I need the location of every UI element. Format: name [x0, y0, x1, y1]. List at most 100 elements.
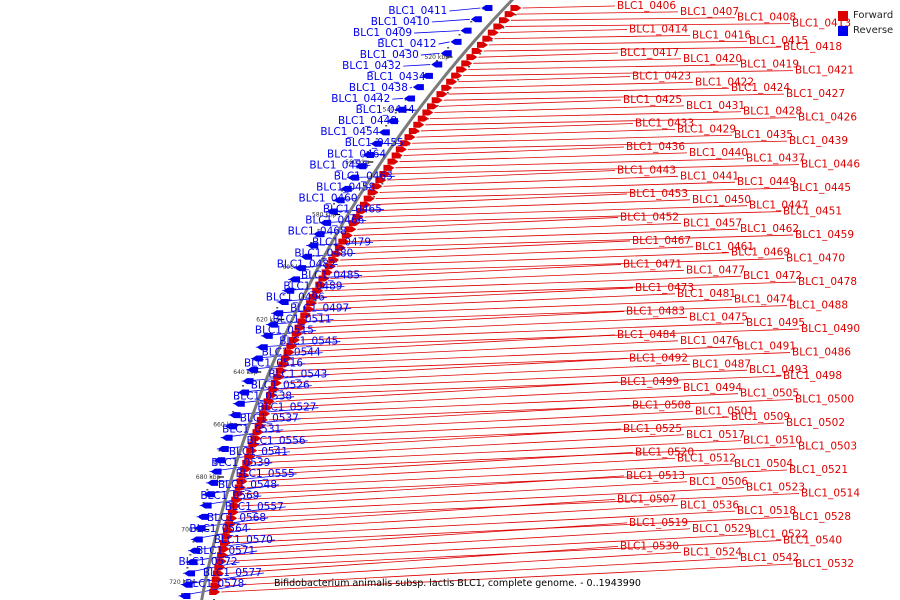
gene-feature	[263, 398, 275, 405]
gene-label-forward: BLC1_0514	[801, 488, 860, 500]
gene-label-reverse: BLC1_0555	[236, 468, 295, 480]
gene-feature	[184, 570, 196, 577]
label-leader	[312, 299, 733, 316]
label-leader	[403, 64, 431, 67]
label-leader	[395, 158, 745, 169]
label-leader	[180, 572, 264, 586]
minor-feature	[181, 593, 184, 595]
gene-label-forward: BLC1_0520	[635, 446, 694, 458]
minor-feature	[468, 66, 471, 68]
gene-feature	[223, 527, 235, 534]
gene-label-forward: BLC1_0417	[620, 47, 679, 59]
label-leader	[416, 128, 676, 138]
gene-feature	[395, 146, 407, 153]
minor-feature	[289, 281, 292, 283]
label-leader	[412, 134, 733, 144]
gene-feature	[251, 355, 263, 362]
gene-label-forward: BLC1_0505	[740, 388, 799, 400]
gene-label-reverse: BLC1_0442	[331, 93, 390, 105]
gene-feature	[186, 559, 198, 566]
minor-feature	[236, 398, 239, 400]
gene-feature	[436, 91, 448, 98]
gene-label-forward: BLC1_0542	[740, 552, 799, 564]
label-leader	[264, 410, 694, 433]
gene-label-reverse: BLC1_0430	[360, 49, 419, 61]
gene-feature	[338, 238, 350, 245]
label-leader	[458, 76, 631, 83]
gene-label-forward: BLC1_0507	[617, 493, 676, 505]
gene-label-forward: BLC1_0407	[680, 6, 739, 18]
gene-label-reverse: BLC1_0465	[323, 203, 382, 215]
minor-feature	[247, 372, 250, 374]
gene-label-reverse: BLC1_0516	[244, 358, 303, 370]
gene-label-forward: BLC1_0441	[680, 170, 739, 182]
label-leader	[241, 374, 330, 382]
gene-feature	[272, 310, 284, 317]
gene-feature	[189, 547, 201, 554]
gene-label-reverse: BLC1_0489	[283, 280, 342, 292]
gene-feature	[266, 321, 278, 328]
minor-feature	[325, 216, 328, 218]
gene-label-reverse: BLC1_0460	[299, 192, 358, 204]
label-leader	[478, 52, 619, 58]
gene-label-forward: BLC1_0414	[629, 23, 688, 35]
gene-feature	[238, 472, 250, 479]
label-leader	[383, 175, 679, 187]
gene-feature	[224, 521, 236, 528]
gene-label-forward: BLC1_0518	[737, 505, 796, 517]
minor-feature	[446, 92, 449, 94]
label-leader	[333, 258, 785, 273]
gene-label-forward: BLC1_0451	[783, 206, 842, 218]
tick-label: 560 kbp	[345, 159, 370, 166]
label-leader	[499, 29, 628, 33]
gene-feature	[333, 197, 345, 204]
gene-label-forward: BLC1_0435	[734, 129, 793, 141]
gene-label-reverse: BLC1_0468	[288, 225, 347, 237]
gene-label-forward: BLC1_0419	[740, 59, 799, 71]
minor-feature	[317, 229, 320, 231]
label-leader	[346, 234, 794, 249]
label-leader	[368, 199, 691, 212]
label-leader	[399, 152, 688, 163]
gene-feature	[471, 48, 483, 55]
label-leader	[216, 440, 308, 450]
gene-label-forward: BLC1_0492	[629, 352, 688, 364]
gene-label-reverse: BLC1_0537	[240, 413, 299, 425]
gene-feature	[391, 152, 403, 159]
gene-label-reverse: BLC1_0456	[309, 159, 368, 171]
gene-label-forward: BLC1_0452	[620, 211, 679, 223]
gene-label-forward: BLC1_0449	[737, 176, 796, 188]
gene-label-reverse: BLC1_0539	[211, 457, 270, 469]
gene-feature	[451, 72, 463, 79]
gene-feature	[238, 389, 250, 396]
gene-label-forward: BLC1_0472	[743, 270, 802, 282]
gene-label-reverse: BLC1_0432	[342, 60, 401, 72]
minor-feature	[389, 170, 392, 172]
label-leader	[285, 358, 628, 378]
minor-feature	[375, 138, 378, 140]
gene-feature	[242, 459, 254, 466]
gene-label-forward: BLC1_0428	[743, 106, 802, 118]
gene-feature	[422, 109, 434, 116]
gene-label-forward: BLC1_0509	[731, 411, 790, 423]
forward-swatch	[838, 10, 848, 21]
label-leader	[510, 17, 736, 21]
gene-feature	[375, 177, 387, 184]
minor-feature	[458, 34, 461, 36]
gene-label-forward: BLC1_0495	[746, 317, 805, 329]
label-leader	[420, 123, 634, 132]
gene-label-forward: BLC1_0475	[689, 311, 748, 323]
label-leader	[343, 240, 631, 255]
gene-feature	[288, 336, 300, 343]
minor-feature	[436, 105, 439, 107]
caption: Bifidobacterium animalis subsp. lactis B…	[274, 578, 641, 589]
gene-feature	[242, 378, 254, 385]
gene-feature	[400, 140, 412, 147]
minor-feature	[381, 183, 384, 185]
gene-feature	[212, 570, 224, 577]
minor-feature	[398, 157, 401, 159]
gene-label-forward: BLC1_0457	[683, 217, 742, 229]
label-leader	[434, 105, 685, 113]
gene-feature	[280, 355, 292, 362]
